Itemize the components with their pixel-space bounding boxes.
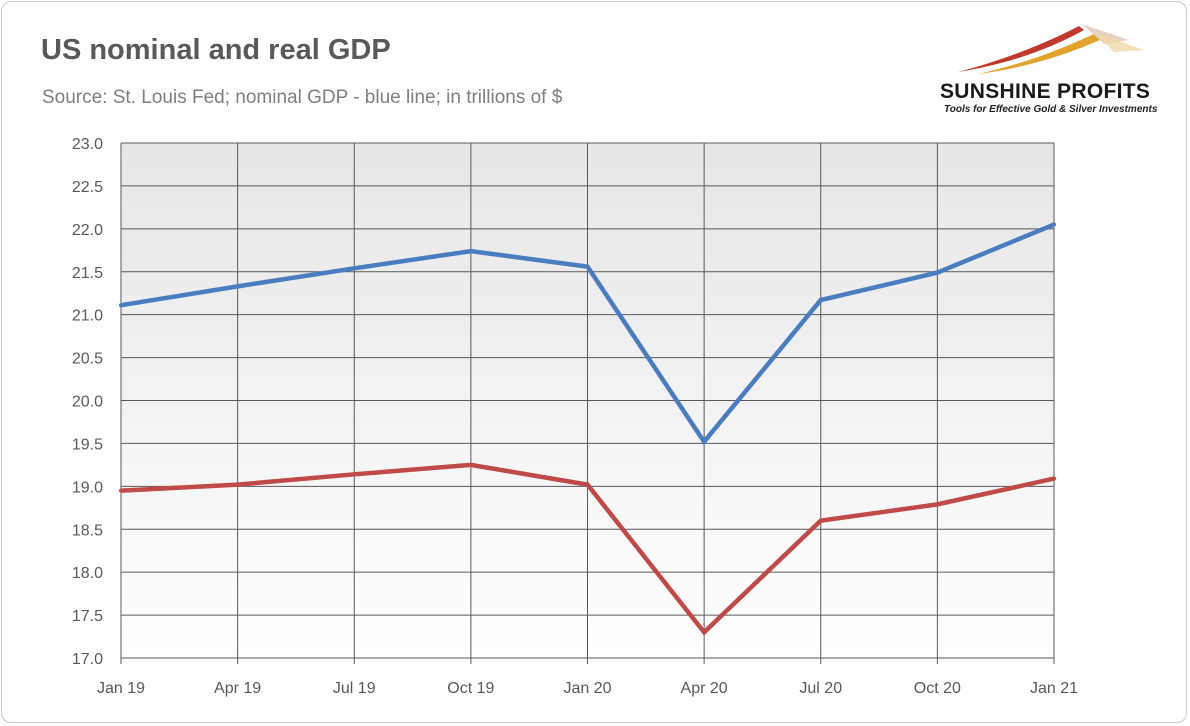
real-gdp-point [468,462,473,467]
real-gdp-point [1052,476,1056,481]
x-tick-label: Oct 20 [914,680,961,697]
chart-subtitle: Source: St. Louis Fed; nominal GDP - blu… [42,87,563,108]
real-gdp-point [235,482,240,487]
y-tick-label: 17.5 [72,608,103,625]
x-tick-label: Jan 20 [563,680,611,697]
y-tick-label: 22.5 [72,179,103,196]
nominal-gdp-point [702,439,707,444]
x-tick-label: Jan 19 [97,680,145,697]
real-gdp-point [585,482,590,487]
nominal-gdp-point [468,249,473,254]
y-tick-label: 22.0 [72,222,103,239]
nominal-gdp-point [119,303,123,308]
swoosh-icon [958,24,1144,74]
nominal-gdp-point [352,266,357,271]
y-tick-label: 18.5 [72,522,103,539]
real-gdp-point [119,488,123,493]
y-tick-label: 18.0 [72,565,103,582]
x-tick-label: Jul 20 [799,680,842,697]
nominal-gdp-point [235,284,240,289]
x-tick-label: Jan 21 [1030,680,1078,697]
nominal-gdp-point [818,298,823,303]
x-tick-label: Jul 19 [333,680,376,697]
gridlines [120,142,1055,664]
y-tick-label: 19.0 [72,479,103,496]
logo-tagline: Tools for Effective Gold & Silver Invest… [944,104,1158,115]
y-tick-label: 23.0 [72,136,103,153]
chart-title: US nominal and real GDP [41,34,391,66]
sunshine-profits-logo: SUNSHINE PROFITS Tools for Effective Gol… [934,20,1170,120]
real-gdp-point [352,472,357,477]
y-tick-label: 19.5 [72,436,103,453]
y-tick-label: 20.5 [72,351,103,368]
x-axis: Jan 19 Apr 19 Jul 19 Oct 19 Jan 20 Apr 20 Jul … [97,680,1078,697]
y-tick-label: 21.5 [72,265,103,282]
nominal-gdp-point [585,264,590,269]
nominal-gdp-point [1052,222,1056,227]
y-tick-label: 17.0 [72,651,103,668]
x-tick-label: Apr 19 [214,680,261,697]
real-gdp-point [935,502,940,507]
x-tick-label: Apr 20 [681,680,728,697]
logo-name: SUNSHINE PROFITS [940,80,1151,103]
x-tick-label: Oct 19 [447,680,494,697]
real-gdp-point [818,518,823,523]
y-tick-label: 21.0 [72,308,103,325]
y-axis: 17.0 17.5 18.0 18.5 19.0 19.5 20.0 20.5 21.0 21.5… [72,136,103,668]
series-lines [119,222,1056,636]
real-gdp-point [702,630,707,635]
y-tick-label: 20.0 [72,394,103,411]
nominal-gdp-point [935,270,940,275]
